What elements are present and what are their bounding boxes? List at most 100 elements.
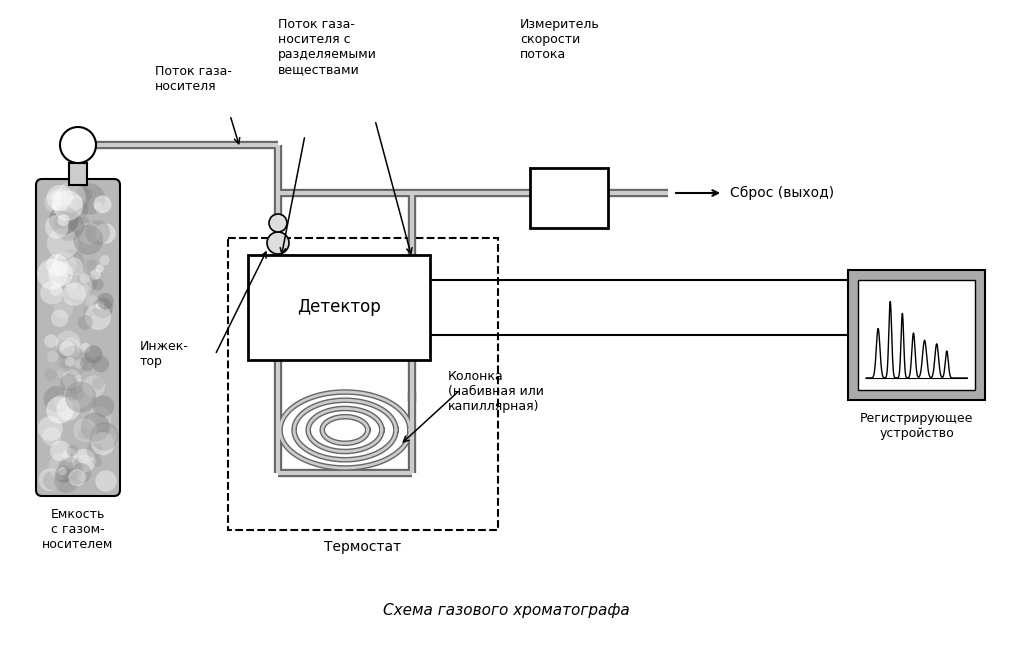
- Text: Регистрирующее
устройство: Регистрирующее устройство: [860, 412, 973, 440]
- Circle shape: [78, 315, 93, 330]
- Circle shape: [69, 469, 85, 486]
- Bar: [228, 238, 498, 530]
- Circle shape: [63, 447, 77, 462]
- Circle shape: [66, 212, 84, 231]
- Circle shape: [74, 360, 83, 369]
- Circle shape: [57, 397, 80, 420]
- Circle shape: [78, 428, 90, 440]
- Circle shape: [85, 304, 111, 330]
- Circle shape: [92, 438, 100, 446]
- Circle shape: [54, 299, 73, 319]
- Circle shape: [50, 440, 71, 461]
- Circle shape: [74, 183, 105, 215]
- Text: Поток газа-
носителя с
разделяемыми
веществами: Поток газа- носителя с разделяемыми веще…: [278, 18, 377, 76]
- Circle shape: [45, 334, 58, 348]
- Circle shape: [67, 199, 88, 220]
- Circle shape: [45, 215, 69, 239]
- Circle shape: [62, 360, 71, 368]
- Text: Измеритель
скорости
потока: Измеритель скорости потока: [520, 18, 600, 61]
- Circle shape: [47, 254, 68, 276]
- Circle shape: [60, 127, 96, 163]
- Circle shape: [43, 471, 62, 490]
- Circle shape: [50, 284, 62, 296]
- Bar: [848, 270, 985, 400]
- Circle shape: [80, 217, 89, 227]
- Text: Емкость
с газом-
носителем: Емкость с газом- носителем: [43, 508, 113, 551]
- Circle shape: [57, 214, 70, 226]
- Circle shape: [83, 375, 105, 397]
- Circle shape: [92, 457, 102, 467]
- Circle shape: [66, 273, 92, 300]
- Circle shape: [65, 381, 96, 412]
- Circle shape: [56, 330, 81, 356]
- Bar: [530, 168, 608, 228]
- Circle shape: [44, 368, 57, 381]
- Circle shape: [50, 218, 58, 226]
- Circle shape: [93, 195, 111, 214]
- Circle shape: [68, 195, 83, 210]
- Circle shape: [93, 395, 114, 417]
- Circle shape: [63, 266, 85, 288]
- Circle shape: [91, 278, 103, 291]
- Text: Схема газового хроматографа: Схема газового хроматографа: [383, 602, 629, 617]
- Circle shape: [55, 209, 79, 233]
- Circle shape: [78, 222, 100, 245]
- Circle shape: [57, 368, 67, 378]
- Circle shape: [78, 454, 88, 465]
- Circle shape: [52, 252, 77, 277]
- Circle shape: [77, 273, 97, 293]
- Circle shape: [80, 343, 90, 353]
- Circle shape: [80, 273, 90, 284]
- Circle shape: [64, 380, 93, 408]
- Circle shape: [69, 475, 81, 486]
- Circle shape: [70, 386, 84, 401]
- Circle shape: [67, 379, 82, 395]
- Circle shape: [81, 412, 109, 442]
- Circle shape: [56, 182, 86, 213]
- Circle shape: [85, 295, 99, 309]
- Circle shape: [60, 264, 80, 285]
- Circle shape: [57, 249, 84, 276]
- Circle shape: [63, 282, 86, 306]
- Circle shape: [54, 211, 84, 241]
- Text: Поток газа-
носителя: Поток газа- носителя: [155, 65, 232, 93]
- Circle shape: [57, 340, 77, 360]
- Bar: [858, 280, 975, 390]
- Circle shape: [269, 214, 287, 232]
- Circle shape: [68, 389, 79, 401]
- Circle shape: [51, 188, 68, 207]
- Circle shape: [71, 471, 84, 485]
- Circle shape: [59, 346, 88, 376]
- Circle shape: [86, 442, 102, 458]
- Circle shape: [73, 418, 97, 442]
- Circle shape: [88, 407, 111, 430]
- Circle shape: [53, 190, 83, 221]
- Circle shape: [60, 374, 77, 391]
- Circle shape: [43, 427, 61, 446]
- Circle shape: [41, 281, 64, 304]
- Circle shape: [54, 395, 68, 409]
- Circle shape: [67, 445, 78, 457]
- Circle shape: [62, 369, 81, 389]
- Text: Инжек-
тор: Инжек- тор: [140, 340, 188, 368]
- Circle shape: [72, 449, 96, 473]
- Circle shape: [61, 338, 81, 358]
- Circle shape: [49, 453, 75, 480]
- Circle shape: [92, 356, 109, 372]
- Circle shape: [37, 416, 63, 441]
- Circle shape: [90, 269, 101, 280]
- Text: Колонка
(набивная или
капиллярная): Колонка (набивная или капиллярная): [448, 370, 544, 413]
- Circle shape: [47, 228, 79, 259]
- Circle shape: [37, 259, 68, 290]
- Circle shape: [267, 232, 289, 254]
- Circle shape: [66, 257, 83, 275]
- Circle shape: [58, 455, 84, 481]
- Circle shape: [99, 255, 109, 265]
- Circle shape: [55, 192, 77, 215]
- Circle shape: [38, 469, 62, 491]
- Circle shape: [58, 457, 82, 482]
- Circle shape: [95, 223, 115, 244]
- Bar: [69, 163, 87, 185]
- FancyBboxPatch shape: [36, 179, 120, 496]
- Circle shape: [47, 396, 74, 424]
